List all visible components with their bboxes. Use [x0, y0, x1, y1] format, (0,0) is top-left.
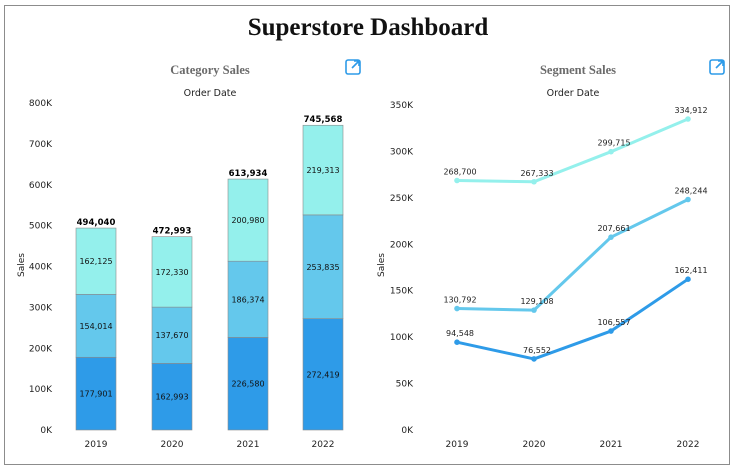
bar-value-label: 154,014	[79, 322, 112, 331]
bar-value-label: 253,835	[306, 263, 339, 272]
bar-segment[interactable]	[151, 363, 193, 431]
bar-total-label: 613,934	[229, 169, 268, 179]
bar-value-label: 219,313	[306, 166, 339, 175]
category-sales-title: Category Sales	[170, 63, 250, 77]
external-link-arrow	[351, 60, 360, 69]
y-tick-label: 200K	[29, 344, 53, 354]
bar-total-label: 494,040	[77, 218, 116, 228]
y-tick-label: 700K	[29, 140, 53, 150]
bar-segment[interactable]	[151, 236, 193, 308]
bar-segment[interactable]	[151, 306, 193, 364]
bar-value-label: 272,419	[306, 370, 339, 379]
x-tick-label: 2020	[161, 440, 184, 450]
bar-value-label: 200,980	[231, 216, 264, 225]
bar-value-label: 162,993	[155, 393, 188, 402]
bar-segment[interactable]	[227, 178, 269, 262]
x-tick-label: 2021	[237, 440, 260, 450]
bar-value-label: 177,901	[79, 390, 112, 399]
bar-value-label: 162,125	[79, 257, 112, 266]
bar-value-label: 137,670	[155, 331, 188, 340]
y-tick-label: 400K	[29, 263, 53, 273]
external-link-icon	[709, 59, 725, 75]
y-tick-label: 100K	[29, 385, 53, 395]
x-tick-label: 2022	[312, 440, 335, 450]
bar-value-label: 186,374	[231, 295, 264, 304]
bar-segment[interactable]	[302, 318, 344, 431]
external-link-arrow	[715, 60, 724, 69]
bar-value-label: 172,330	[155, 268, 188, 277]
bar-segment[interactable]	[302, 214, 344, 319]
category-sales-chart: Category Sales Order Date Sales 0K 100K 20…	[17, 59, 361, 450]
expand-icon-right[interactable]	[709, 59, 725, 75]
y-tick-label: 800K	[29, 99, 53, 109]
bar-segment[interactable]	[227, 260, 269, 338]
bar-total-label: 745,568	[304, 115, 343, 125]
bar-segment[interactable]	[227, 337, 269, 431]
bar-segment[interactable]	[75, 227, 117, 295]
y-tick-label: 600K	[29, 181, 53, 191]
y-tick-label: 500K	[29, 222, 53, 232]
bar-value-label: 226,580	[231, 380, 264, 389]
bar-segment[interactable]	[75, 356, 117, 431]
dashboard-title: Superstore Dashboard	[247, 14, 489, 41]
category-sales-subtitle: Order Date	[184, 88, 237, 99]
category-sales-ylabel: Sales	[17, 253, 27, 277]
y-tick-label: 300K	[29, 303, 53, 313]
external-link-icon	[345, 59, 361, 75]
x-tick-label: 2019	[85, 440, 108, 450]
expand-icon-left[interactable]	[345, 59, 361, 75]
bar-segment[interactable]	[302, 124, 344, 216]
bar-total-label: 472,993	[153, 227, 192, 237]
y-tick-label: 0K	[40, 426, 53, 436]
